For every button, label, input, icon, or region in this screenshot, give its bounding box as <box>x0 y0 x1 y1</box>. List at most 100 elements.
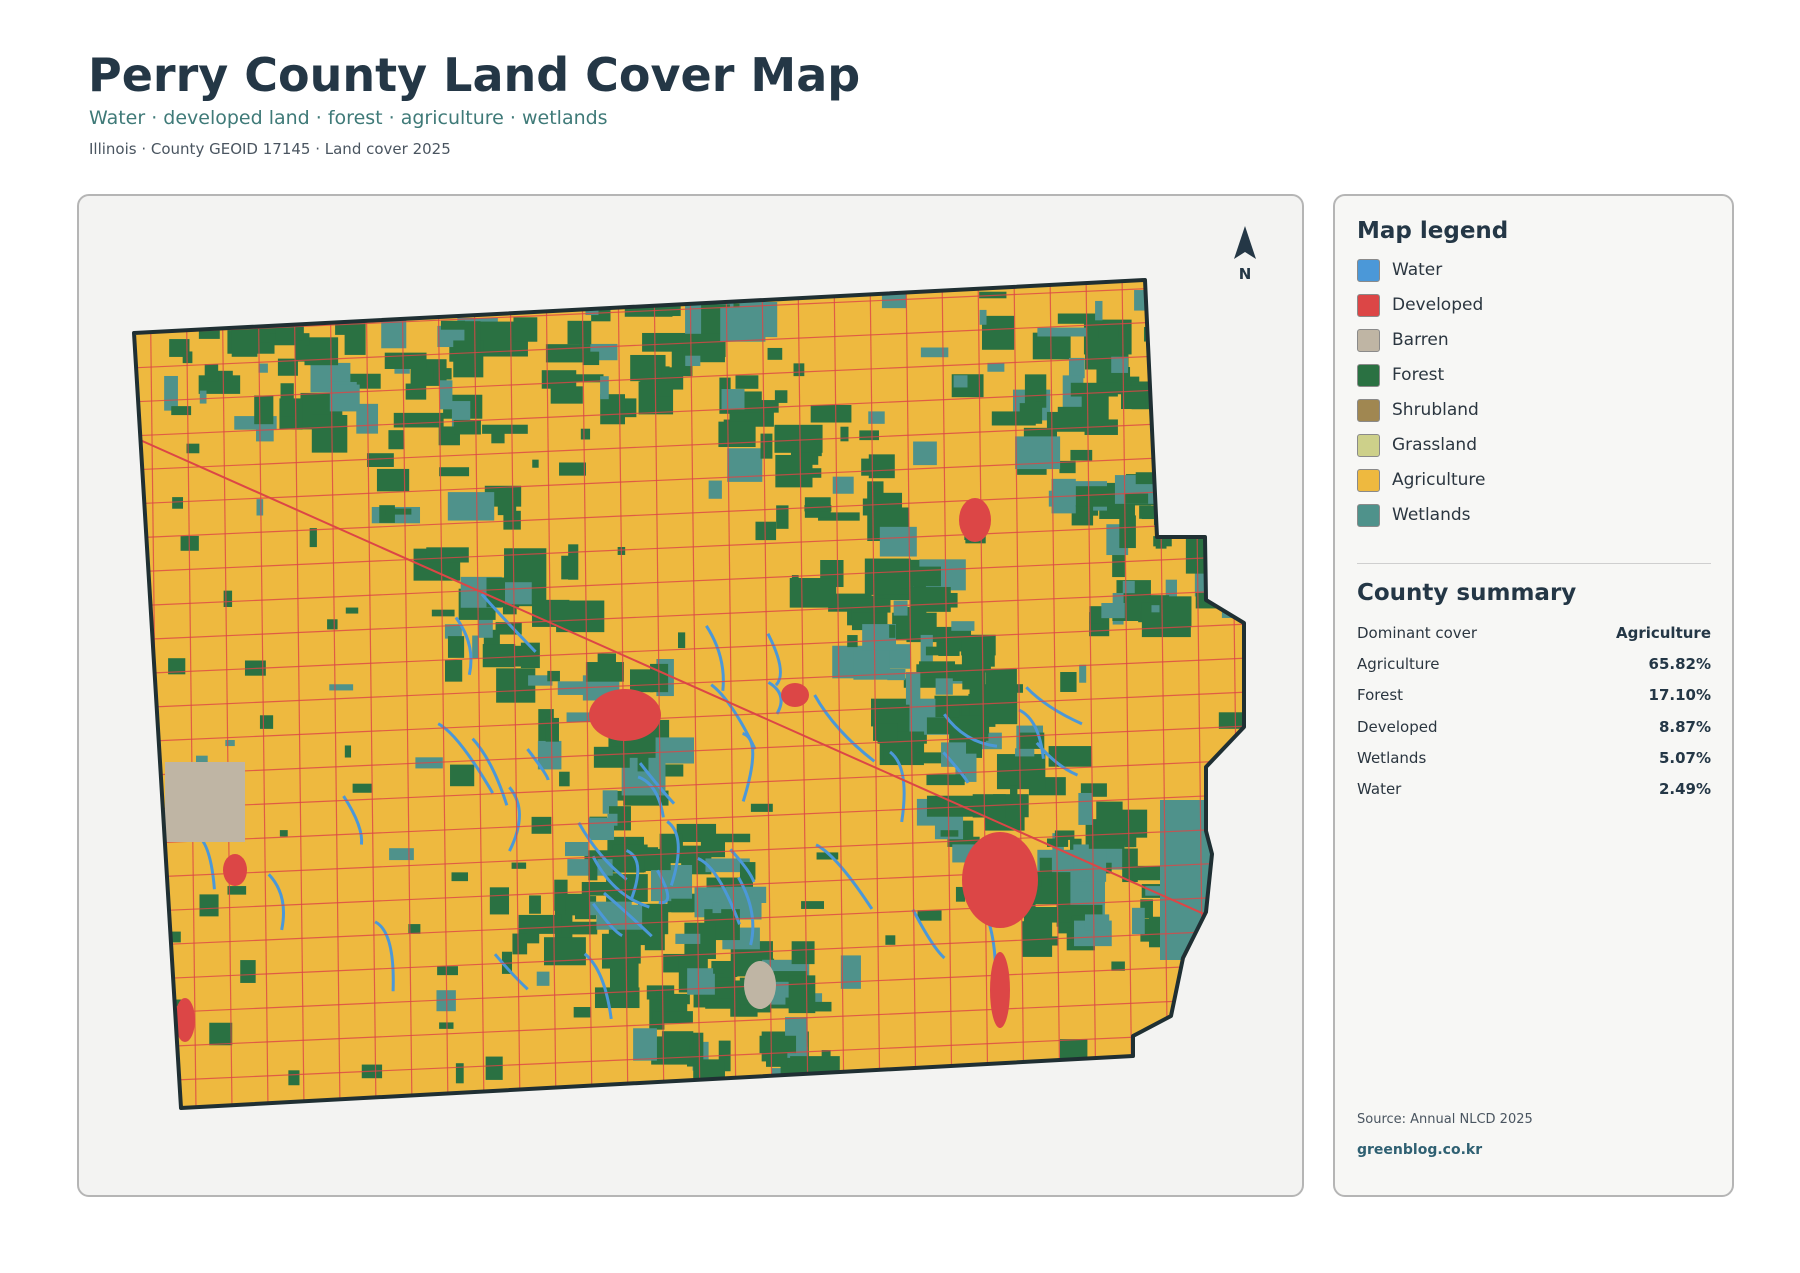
land-patch <box>1151 605 1160 613</box>
legend-swatch <box>1357 363 1380 387</box>
land-patch <box>708 480 722 499</box>
land-patch <box>309 528 317 548</box>
land-patch <box>505 582 532 605</box>
land-patch <box>1200 1037 1228 1052</box>
land-patch <box>327 619 338 630</box>
land-patch <box>885 935 896 945</box>
legend-label: Forest <box>1392 365 1445 385</box>
land-patch <box>345 607 359 614</box>
town <box>223 854 247 886</box>
water-line <box>526 748 550 781</box>
land-patch <box>791 575 799 589</box>
legend-label: Barren <box>1392 330 1449 350</box>
land-patch <box>775 454 813 488</box>
land-patch <box>801 901 825 909</box>
land-patch <box>903 678 942 688</box>
water-line <box>342 795 364 845</box>
road <box>134 385 1244 437</box>
water-line <box>591 855 650 909</box>
land-patch <box>979 309 987 325</box>
land-patch <box>656 991 668 998</box>
road <box>134 759 1244 811</box>
land-patch <box>715 969 738 978</box>
legend-swatch <box>1357 503 1380 527</box>
land-patch <box>1075 486 1113 507</box>
land-patch <box>700 838 726 858</box>
land-patch <box>774 390 788 403</box>
road <box>725 280 737 1108</box>
land-patch <box>1060 672 1077 692</box>
road <box>134 589 1244 641</box>
land-patch <box>1070 449 1093 461</box>
land-patch <box>240 960 256 983</box>
land-patch <box>750 803 773 812</box>
land-patch <box>352 783 372 793</box>
water-line <box>374 920 395 992</box>
land-patch <box>304 337 339 366</box>
land-patch <box>1059 1039 1088 1059</box>
road <box>905 280 917 1108</box>
land-patch <box>911 566 941 587</box>
land-patch <box>640 847 659 854</box>
land-patch <box>853 598 891 613</box>
land-patch <box>344 745 352 758</box>
land-patch <box>948 592 958 608</box>
land-patch <box>1161 1056 1183 1080</box>
land-patch <box>280 383 294 417</box>
land-patch <box>951 621 975 631</box>
land-patch <box>879 526 917 557</box>
legend-item: Barren <box>1357 327 1449 353</box>
side-panel: Map legend Water Developed Barren Forest Shr… <box>1333 194 1734 1197</box>
land-patch <box>1111 356 1129 373</box>
land-patch <box>661 1031 694 1046</box>
land-patch <box>426 547 469 563</box>
land-patch <box>541 370 577 389</box>
land-patch <box>721 389 745 410</box>
land-patch <box>451 872 469 882</box>
water-line <box>741 732 755 802</box>
town <box>990 952 1010 1028</box>
land-patch <box>256 499 264 516</box>
land-patch <box>987 362 1005 372</box>
land-patch <box>447 636 465 658</box>
land-patch <box>472 635 479 659</box>
land-patch <box>1095 300 1103 321</box>
land-patch <box>329 684 354 691</box>
land-patch <box>537 740 562 770</box>
land-patch <box>204 364 219 382</box>
water-line <box>480 593 537 653</box>
legend-label: Shrubland <box>1392 400 1479 420</box>
north-arrow <box>1234 226 1256 259</box>
land-patch <box>1068 357 1085 379</box>
land-patch <box>887 668 906 681</box>
land-patch <box>491 429 505 444</box>
land-patch <box>556 600 605 633</box>
road <box>139 439 1241 931</box>
land-patch <box>955 886 966 902</box>
land-patch <box>1186 1064 1202 1085</box>
water-line <box>889 750 906 823</box>
summary-row: Forest 17.10% <box>1357 686 1711 704</box>
legend-label: Water <box>1392 260 1443 280</box>
road <box>134 691 1244 743</box>
land-patch <box>704 980 749 999</box>
land-patch <box>663 993 690 1005</box>
road <box>1013 280 1025 1108</box>
land-patch <box>1135 472 1163 485</box>
land-patch <box>1121 385 1146 410</box>
land-patch <box>559 462 586 476</box>
land-patch <box>550 386 583 404</box>
summary-label: Wetlands <box>1357 748 1427 767</box>
land-patch <box>893 600 908 616</box>
land-patch <box>198 329 220 339</box>
land-patch <box>520 642 540 669</box>
road <box>509 280 521 1108</box>
page-subtitle: Water · developed land · forest · agricu… <box>89 107 608 129</box>
land-patch <box>1023 897 1036 926</box>
road <box>134 725 1244 777</box>
land-patch <box>671 898 693 913</box>
legend-item: Developed <box>1357 292 1483 318</box>
land-patch <box>1098 325 1119 338</box>
summary-label: Water <box>1357 780 1402 798</box>
